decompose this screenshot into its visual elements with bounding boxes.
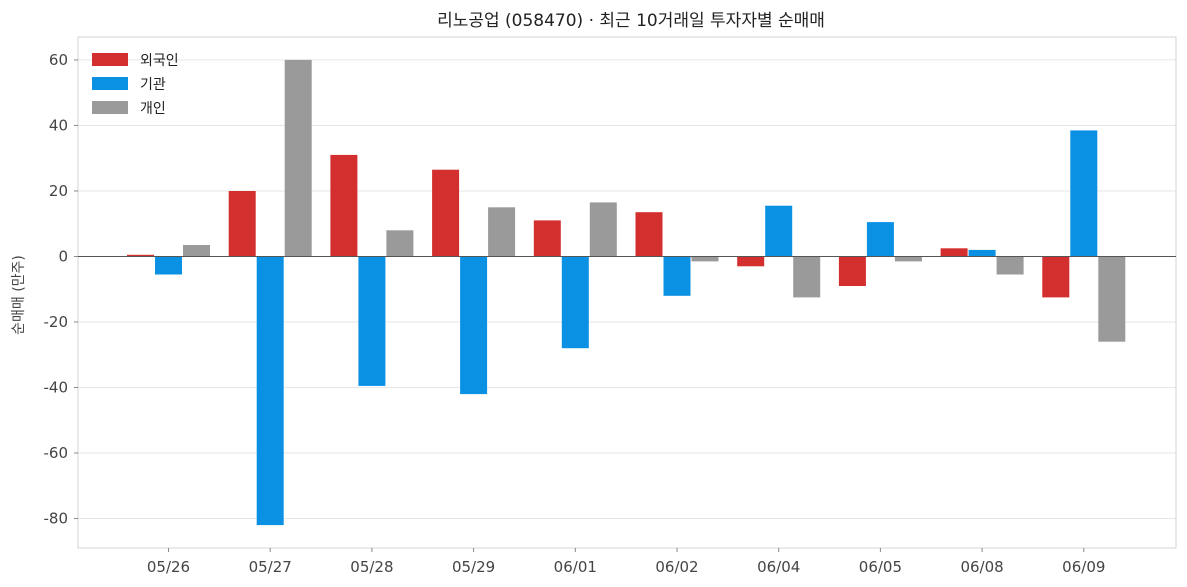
bar-2-4 — [589, 202, 617, 257]
bar-1-1 — [256, 256, 284, 526]
x-tick-label-4: 06/01 — [554, 558, 597, 576]
bar-0-0 — [127, 254, 154, 257]
bar-1-2 — [358, 256, 386, 386]
legend-swatch-1 — [92, 77, 128, 90]
x-tick-label-7: 06/05 — [859, 558, 902, 576]
plot-frame — [77, 36, 1177, 549]
bar-0-6 — [737, 256, 765, 267]
y-tick-label-6: 40 — [49, 116, 68, 134]
bar-0-5 — [635, 212, 663, 257]
bar-0-1 — [228, 191, 256, 257]
bar-0-7 — [838, 256, 866, 286]
bar-0-3 — [432, 169, 460, 257]
y-tick-label-1: -60 — [44, 444, 69, 462]
y-axis-label: 순매매 (만주) — [11, 255, 27, 335]
y-tick-label-3: -20 — [44, 313, 69, 331]
x-tick-label-5: 06/02 — [655, 558, 698, 576]
y-tick-label-2: -40 — [44, 378, 69, 396]
x-tick-label-1: 05/27 — [249, 558, 292, 576]
bar-1-8 — [968, 249, 996, 257]
bar-2-8 — [996, 256, 1024, 275]
y-tick-label-4: 0 — [58, 247, 68, 265]
chart-title: 리노공업 (058470) · 최근 10거래일 투자자별 순매매 — [437, 11, 825, 31]
legend-label-2: 개인 — [140, 101, 166, 117]
x-tick-label-6: 06/04 — [757, 558, 800, 576]
y-tick-label-5: 20 — [49, 182, 68, 200]
bar-1-0 — [155, 256, 182, 275]
bar-2-7 — [894, 256, 922, 262]
bars — [127, 59, 1126, 526]
y-tick-label-7: 60 — [49, 51, 68, 69]
bar-0-4 — [533, 220, 561, 257]
bar-0-2 — [330, 154, 358, 257]
bar-1-9 — [1070, 130, 1098, 257]
bar-2-0 — [183, 245, 210, 257]
legend-label-0: 외국인 — [140, 53, 179, 69]
y-tick-label-0: -80 — [44, 510, 69, 528]
gridlines — [78, 59, 1176, 520]
bar-0-9 — [1042, 256, 1070, 298]
legend-label-1: 기관 — [140, 77, 166, 93]
x-tick-label-3: 05/29 — [452, 558, 495, 576]
x-tick-label-0: 05/26 — [147, 558, 190, 576]
x-tick-label-8: 06/08 — [960, 558, 1003, 576]
bar-2-3 — [488, 207, 516, 257]
bar-2-2 — [386, 230, 414, 257]
legend-swatch-2 — [92, 101, 128, 114]
legend-swatch-0 — [92, 53, 128, 66]
bar-1-5 — [663, 256, 691, 296]
bar-2-5 — [691, 256, 719, 262]
x-tick-label-2: 05/28 — [350, 558, 393, 576]
bar-1-7 — [866, 222, 894, 257]
bar-2-6 — [793, 256, 821, 298]
bar-1-3 — [460, 256, 488, 395]
axes: -80 -60 -40 -20 0 20 40 60 05/26 05/27 05/28 05/29 0… — [44, 36, 1177, 576]
bar-0-8 — [940, 248, 968, 257]
bar-2-1 — [284, 59, 312, 257]
bar-1-4 — [561, 256, 589, 349]
bar-1-6 — [765, 205, 793, 257]
x-tick-label-9: 06/09 — [1062, 558, 1105, 576]
bar-2-9 — [1098, 256, 1126, 342]
